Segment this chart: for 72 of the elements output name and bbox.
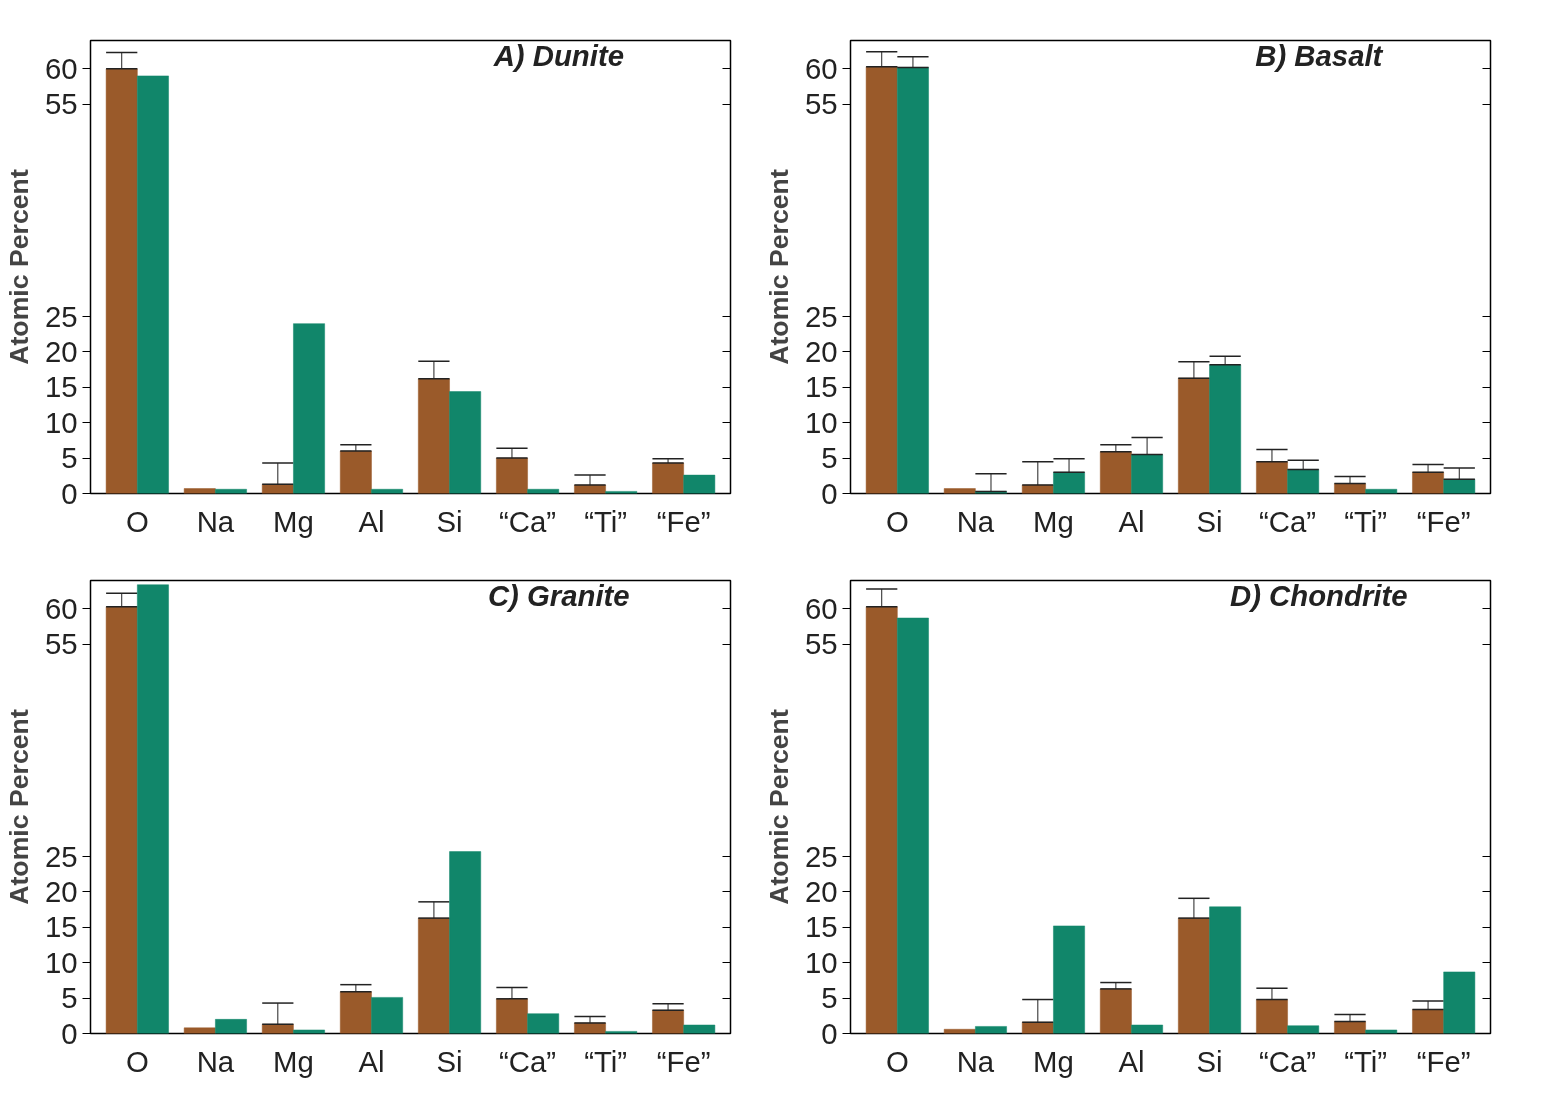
x-tick-label: “Ti” (1344, 1044, 1388, 1078)
x-tick-label: “Fe” (656, 504, 711, 538)
y-tick-label: 15 (804, 370, 838, 404)
y-tick-label: 15 (804, 910, 838, 944)
x-tick-label: Si (1196, 504, 1223, 538)
x-tick-label: Si (436, 1044, 463, 1078)
y-tick-label: 25 (804, 299, 838, 333)
y-tick-label: 20 (44, 334, 78, 368)
y-tick-label: 55 (44, 87, 78, 121)
x-tick-label: Na (956, 504, 995, 538)
x-tick-label: Al (1118, 1044, 1145, 1078)
x-tick-label: O (885, 1044, 909, 1078)
chart-title: A) Dunite (492, 39, 624, 73)
x-tick-label: “Ca” (1259, 504, 1317, 538)
x-tick-label: “Fe” (656, 1044, 711, 1078)
y-tick-label: 5 (61, 441, 78, 475)
y-tick-label: 25 (804, 839, 838, 873)
y-tick-label: 25 (44, 299, 78, 333)
y-tick-label: 5 (61, 981, 78, 1015)
y-tick-label: 60 (804, 591, 838, 625)
y-tick-label: 10 (44, 945, 78, 979)
y-tick-label: 15 (44, 910, 78, 944)
y-axis-title: Atomic Percent (3, 169, 34, 365)
x-tick-label: “Ca” (1259, 1044, 1317, 1078)
y-axis-title: Atomic Percent (3, 709, 34, 905)
y-tick-label: 5 (821, 981, 838, 1015)
x-tick-label: “Ca” (499, 504, 557, 538)
y-tick-label: 10 (44, 405, 78, 439)
x-tick-label: Si (436, 504, 463, 538)
x-tick-label: “Ti” (584, 1044, 628, 1078)
y-axis-title: Atomic Percent (763, 709, 794, 905)
y-tick-label: 0 (821, 476, 838, 510)
y-tick-label: 10 (804, 945, 838, 979)
x-tick-label: Mg (1033, 504, 1074, 538)
y-tick-label: 55 (804, 627, 838, 661)
x-tick-label: Al (358, 504, 385, 538)
y-tick-label: 20 (44, 874, 78, 908)
y-tick-label: 60 (44, 591, 78, 625)
x-tick-label: O (125, 1044, 149, 1078)
x-tick-label: Na (196, 1044, 235, 1078)
x-tick-label: Mg (1033, 1044, 1074, 1078)
chart-title: B) Basalt (1255, 39, 1384, 73)
y-tick-label: 15 (44, 370, 78, 404)
y-tick-label: 55 (44, 627, 78, 661)
y-tick-label: 25 (44, 839, 78, 873)
x-tick-label: Mg (273, 504, 314, 538)
y-tick-label: 0 (61, 476, 78, 510)
y-tick-label: 60 (44, 51, 78, 85)
x-tick-label: “Fe” (1416, 504, 1471, 538)
x-tick-label: Na (956, 1044, 995, 1078)
x-tick-label: “Ti” (1344, 504, 1388, 538)
x-tick-label: “Ca” (499, 1044, 557, 1078)
y-tick-label: 60 (804, 51, 838, 85)
x-tick-label: Si (1196, 1044, 1223, 1078)
y-tick-label: 5 (821, 441, 838, 475)
y-tick-label: 20 (804, 334, 838, 368)
x-tick-label: O (885, 504, 909, 538)
x-tick-label: “Fe” (1416, 1044, 1471, 1078)
y-axis-title: Atomic Percent (763, 169, 794, 365)
chart-title: C) Granite (487, 579, 630, 613)
y-tick-label: 55 (804, 87, 838, 121)
y-tick-label: 20 (804, 874, 838, 908)
x-tick-label: Mg (273, 1044, 314, 1078)
chart-title: D) Chondrite (1230, 579, 1408, 613)
y-tick-label: 10 (804, 405, 838, 439)
y-tick-label: 0 (821, 1016, 838, 1050)
x-tick-label: Al (358, 1044, 385, 1078)
x-tick-label: “Ti” (584, 504, 628, 538)
x-tick-label: O (125, 504, 149, 538)
y-tick-label: 0 (61, 1016, 78, 1050)
x-tick-label: Al (1118, 504, 1145, 538)
x-tick-label: Na (196, 504, 235, 538)
